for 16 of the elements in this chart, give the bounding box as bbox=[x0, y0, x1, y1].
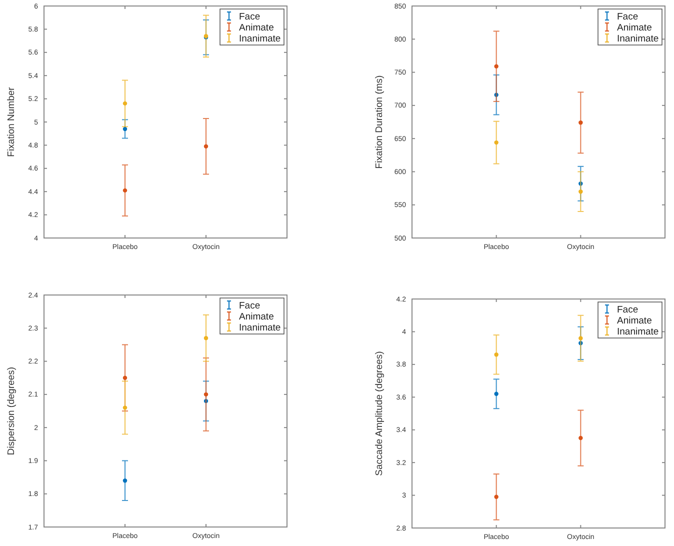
y-axis-title: Dispersion (degrees) bbox=[6, 366, 17, 456]
legend-label: Face bbox=[239, 300, 260, 312]
legend-label: Animate bbox=[239, 22, 274, 34]
legend-label: Face bbox=[617, 304, 638, 316]
legend-label: Face bbox=[239, 12, 260, 22]
legend-label: Inanimate bbox=[239, 322, 281, 334]
legend-label: Inanimate bbox=[617, 326, 659, 338]
legend-label: Face bbox=[617, 12, 638, 22]
legend-label: Inanimate bbox=[239, 34, 281, 44]
y-axis-title: Saccade Amplitude (degrees) bbox=[374, 351, 385, 476]
legend-label: Animate bbox=[239, 312, 274, 322]
y-axis-title: Fixation Number bbox=[6, 87, 17, 157]
legend-label: Animate bbox=[617, 316, 652, 326]
legend-label: Inanimate bbox=[617, 34, 659, 44]
y-axis-title: Fixation Duration (ms) bbox=[374, 75, 385, 169]
legend-label: Animate bbox=[617, 22, 652, 34]
